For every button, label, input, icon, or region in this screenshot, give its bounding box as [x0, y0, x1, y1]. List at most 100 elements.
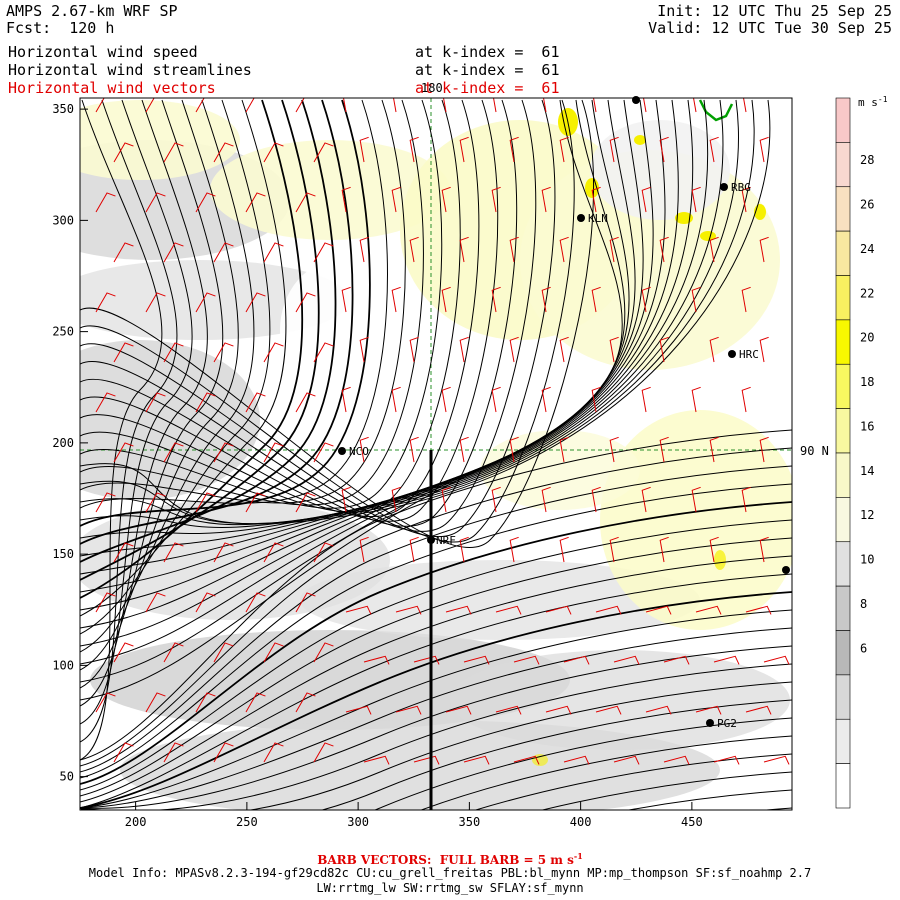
wind-barb: [695, 605, 722, 615]
station-pg2: PG2: [706, 717, 737, 730]
wind-barb: [691, 286, 701, 313]
colorbar-swatch: [835, 763, 851, 809]
colorbar-swatch: [835, 319, 851, 365]
streamline: [80, 99, 178, 743]
wind-barb: [591, 286, 601, 313]
wind-barb: [295, 592, 316, 613]
wind-barb: [759, 336, 769, 363]
wind-barb: [313, 142, 334, 163]
wind-barb: [713, 655, 740, 665]
wind-barb: [245, 292, 266, 313]
wind-barb: [645, 705, 672, 715]
wind-barb: [295, 192, 316, 213]
wind-barbs: [95, 98, 790, 765]
colorbar-swatch: [835, 275, 851, 321]
wind-barb: [491, 486, 501, 513]
colorbar-swatch: [835, 452, 851, 498]
wind-barb: [341, 486, 351, 513]
station-kln: KLN: [577, 212, 608, 225]
wind-barb: [195, 592, 216, 613]
wind-barb: [313, 542, 334, 563]
y-axis: 350 300 250 200 150 100 50: [52, 102, 88, 784]
wind-barb: [559, 536, 569, 563]
wind-barb: [363, 655, 390, 665]
wind-barb: [163, 242, 184, 263]
y-tick-label: 200: [52, 436, 74, 450]
wind-barb: [213, 242, 234, 263]
wind-barb: [691, 386, 701, 413]
streamline: [80, 99, 755, 525]
valid-time: Valid: 12 UTC Tue 30 Sep 25: [648, 19, 892, 37]
streamline: [80, 519, 792, 791]
colorbar-tick-label: 28: [860, 153, 874, 167]
wind-barb: [145, 192, 166, 213]
wind-barb: [195, 192, 216, 213]
station-hrc: HRC: [728, 348, 759, 361]
wind-barb: [245, 692, 266, 713]
streamline: [80, 99, 443, 509]
colorbar-swatch: [835, 718, 851, 764]
wind-barb: [113, 542, 134, 563]
wind-barb: [695, 705, 722, 715]
streamline: [80, 99, 724, 528]
streamline: [80, 99, 255, 653]
wind-barb: [391, 386, 401, 413]
wind-barb: [513, 655, 540, 665]
station-edge-top: [632, 96, 640, 104]
station-markers: NCO KLN RBG HRC PG2 NRF: [338, 96, 790, 730]
wind-barb: [95, 192, 116, 213]
wind-barb: [593, 98, 597, 113]
parallel-label: 90 N: [800, 444, 829, 458]
wind-speed-shading: [80, 98, 792, 810]
wind-barb: [413, 755, 440, 765]
meridian-label: 180: [421, 81, 443, 95]
wind-barb: [213, 642, 234, 663]
y-tick-label: 300: [52, 213, 74, 227]
wind-barb: [763, 655, 790, 665]
wind-barb: [213, 342, 234, 363]
streamline: [80, 99, 461, 513]
streamline: [80, 483, 792, 779]
wind-barb: [395, 605, 422, 615]
streamline: [80, 429, 792, 761]
svg-text:PG2: PG2: [717, 717, 737, 730]
wind-barb: [591, 486, 601, 513]
wind-barb: [395, 705, 422, 715]
wind-barb: [663, 755, 690, 765]
wind-barb: [641, 286, 651, 313]
wind-barb: [95, 592, 116, 613]
wind-barb: [495, 605, 522, 615]
wind-barb: [491, 186, 501, 213]
wind-barb: [659, 436, 669, 463]
y-tick-label: 100: [52, 658, 74, 672]
streamline: [80, 99, 654, 611]
wind-barb: [709, 536, 719, 563]
wind-barb: [659, 336, 669, 363]
wind-barb: [509, 436, 519, 463]
colorbar-swatch: [835, 230, 851, 276]
streamlines: [80, 99, 792, 810]
wind-barb: [145, 692, 166, 713]
streamline: [80, 99, 709, 539]
svg-text:KLN: KLN: [588, 212, 608, 225]
streamline: [80, 99, 739, 526]
wind-barb: [163, 342, 184, 363]
x-tick-label: 300: [347, 815, 369, 829]
wind-barb: [609, 136, 619, 163]
wind-barb: [195, 292, 216, 313]
streamline: [80, 99, 320, 581]
colorbar-tick-label: 16: [860, 419, 874, 433]
wind-barb: [195, 392, 216, 413]
wind-barb: [443, 98, 447, 113]
wind-barb: [95, 292, 116, 313]
wind-barb: [145, 492, 166, 513]
wind-barb: [595, 605, 622, 615]
wind-barb: [113, 342, 134, 363]
wind-barb: [409, 136, 419, 163]
wind-barb: [591, 186, 601, 213]
colorbar-swatch: [835, 541, 851, 587]
wind-barb: [195, 492, 216, 513]
wind-barb: [759, 236, 769, 263]
streamline: [80, 99, 679, 575]
forecast-hour: Fcst: 120 h: [6, 19, 115, 37]
